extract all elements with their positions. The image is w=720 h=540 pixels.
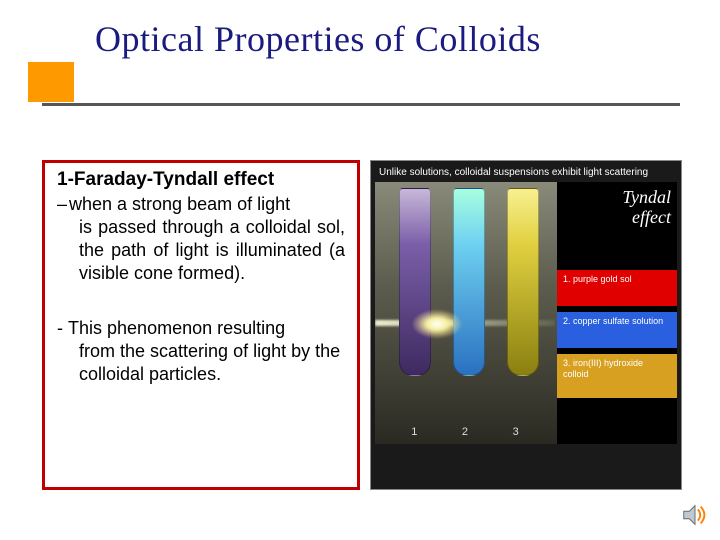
para1-line1: when a strong beam of light — [69, 194, 290, 214]
page-title: Optical Properties of Colloids — [95, 18, 541, 60]
test-tube-1 — [399, 188, 431, 376]
text-panel: 1-Faraday-Tyndall effect –when a strong … — [42, 160, 360, 490]
light-source-glow — [413, 310, 461, 338]
image-caption: Unlike solutions, colloidal suspensions … — [375, 165, 677, 182]
title-underline — [42, 103, 680, 106]
legend-item-2: 2. copper sulfate solution — [557, 312, 677, 348]
accent-block — [28, 62, 74, 102]
legend-num: 2. — [563, 316, 571, 326]
legend-num: 3. — [563, 358, 571, 368]
image-panel: Unlike solutions, colloidal suspensions … — [370, 160, 682, 490]
tube-number: 3 — [513, 426, 519, 438]
tyndall-label-line2: effect — [632, 207, 671, 227]
para1-body: is passed through a colloidal sol, the p… — [57, 216, 345, 285]
legend-num: 1. — [563, 274, 571, 284]
test-tube-3 — [507, 188, 539, 376]
para2-line1: This phenomenon resulting — [68, 318, 285, 338]
section-heading: 1-Faraday-Tyndall effect — [57, 169, 345, 191]
paragraph-2: - This phenomenon resulting from the sca… — [57, 317, 345, 386]
legend-item-3: 3. iron(III) hydroxide colloid — [557, 354, 677, 398]
tyndall-effect-label: Tyndal effect — [622, 188, 671, 228]
legend-item-1: 1. purple gold sol — [557, 270, 677, 306]
legend-text: copper sulfate solution — [573, 316, 663, 326]
tube-number: 2 — [462, 426, 468, 438]
audio-icon[interactable] — [680, 500, 710, 530]
image-illustration: 1 2 3 Tyndal effect 1. purple gold sol 2… — [375, 182, 677, 444]
bullet-dash: - — [57, 318, 63, 338]
legend-text: purple gold sol — [573, 274, 632, 284]
test-tube-2 — [453, 188, 485, 376]
para2-body: from the scattering of light by the coll… — [57, 340, 345, 386]
paragraph-1: –when a strong beam of light is passed t… — [57, 193, 345, 285]
tyndall-label-line1: Tyndal — [622, 187, 671, 207]
image-right-strip: Tyndal effect 1. purple gold sol 2. copp… — [557, 182, 677, 444]
tube-number-row: 1 2 3 — [375, 426, 555, 438]
legend-text: iron(III) hydroxide colloid — [563, 358, 643, 379]
tube-number: 1 — [411, 426, 417, 438]
bullet-dash: – — [57, 193, 69, 216]
